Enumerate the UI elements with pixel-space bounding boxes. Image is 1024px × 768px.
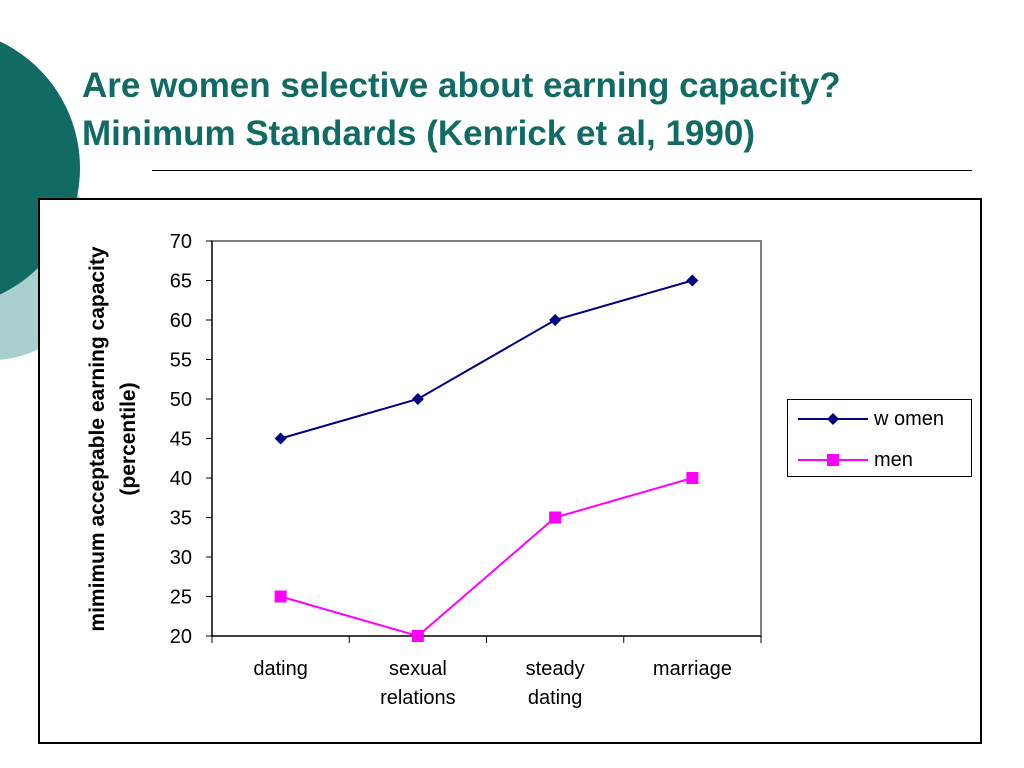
legend-item-men: men [788, 445, 971, 475]
y-tick-label: 50 [170, 389, 192, 411]
data-point-men [549, 511, 562, 524]
y-tick-label: 45 [170, 429, 192, 451]
y-tick-label: 30 [170, 547, 192, 569]
legend-label-men: men [874, 449, 913, 471]
series-line-women [280, 279, 693, 440]
x-tick-label: steady dating [526, 658, 585, 709]
legend-swatch-men [798, 454, 868, 466]
y-tick-label: 60 [170, 310, 192, 332]
y-tick-label: 40 [170, 468, 192, 490]
y-tick-label: 20 [170, 626, 192, 648]
data-point-men [274, 590, 287, 603]
legend-label-women: w omen [874, 408, 945, 430]
y-tick-label: 35 [170, 508, 192, 530]
x-tick-label: marriage [653, 658, 732, 680]
x-tick-label: dating [253, 658, 308, 680]
slide-title-line-2: Minimum Standards (Kenrick et al, 1990) [82, 114, 755, 153]
data-point-women [411, 393, 424, 405]
series-line-men [280, 477, 693, 638]
y-tick-label: 65 [170, 271, 192, 293]
y-tick-label: 70 [170, 231, 192, 253]
y-axis-label: mimimum acceptable earning capacity (perc… [86, 246, 140, 631]
data-point-women [686, 274, 699, 287]
data-point-men [686, 472, 699, 484]
chart-legend: w omen men [787, 399, 972, 477]
data-point-men [411, 630, 424, 642]
legend-item-women: w omen [788, 404, 971, 434]
data-point-women [549, 314, 562, 326]
slide-title-line-1: Are women selective about earning capaci… [82, 66, 841, 105]
y-tick-label: 25 [170, 587, 192, 609]
x-tick-label: sexual relations [380, 658, 456, 709]
title-divider [152, 170, 972, 171]
y-tick-label: 55 [170, 350, 192, 372]
legend-swatch-women [798, 413, 868, 425]
data-point-women [274, 432, 287, 445]
